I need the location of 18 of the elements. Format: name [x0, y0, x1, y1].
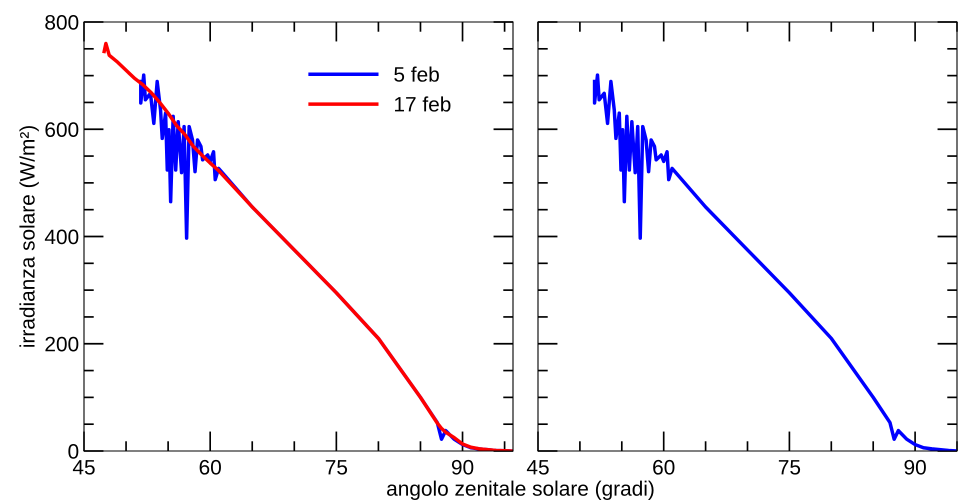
x-axis-title: angolo zenitale solare (gradi) [387, 480, 654, 500]
x-tick-label: 60 [653, 460, 674, 475]
line-series [102, 42, 513, 451]
x-tick-label: 75 [778, 460, 800, 475]
y-tick-label: 600 [45, 122, 78, 138]
y-tick-label: 400 [44, 230, 78, 244]
x-tick-label: 90 [904, 460, 926, 475]
x-tick-label: 60 [200, 460, 221, 475]
x-tick-label: 45 [72, 460, 95, 475]
y-tick-label: 200 [45, 336, 78, 352]
x-tick-label: 45 [526, 460, 549, 475]
legend-label: 5 feb [394, 66, 439, 82]
x-tick-label: 75 [326, 460, 348, 475]
y-tick-label: 0 [68, 444, 78, 459]
x-tick-label: 90 [452, 460, 474, 475]
y-tick-label: 800 [45, 15, 78, 30]
y-axis-title: irradianza solare (W/m²) [19, 126, 39, 347]
legend-label: 17 feb [395, 96, 450, 112]
